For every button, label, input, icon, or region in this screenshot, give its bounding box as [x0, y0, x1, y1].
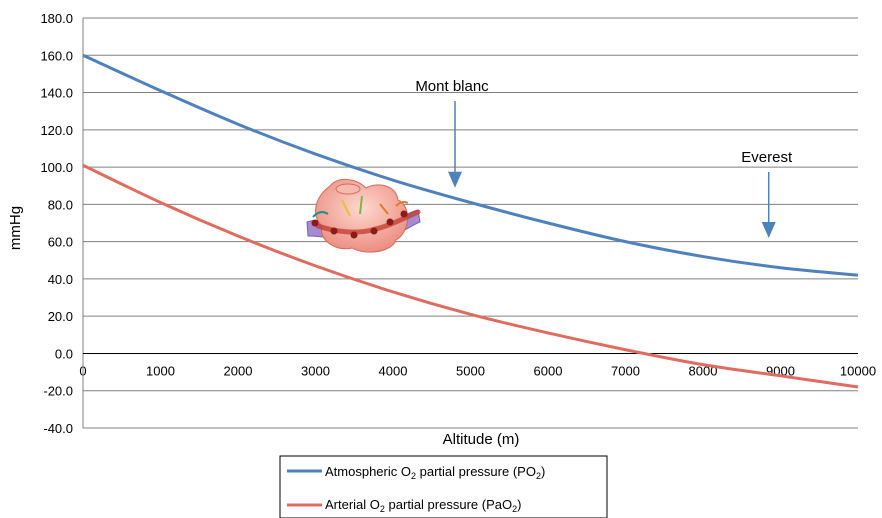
y-tick-label: 140.0: [40, 86, 73, 101]
annotation-label: Everest: [741, 149, 793, 166]
x-tick-labels: 0100020003000400050006000700080009000100…: [79, 363, 876, 378]
x-tick-label: 7000: [611, 363, 640, 378]
x-tick-label: 3000: [301, 363, 330, 378]
y-tick-label: -40.0: [43, 421, 73, 436]
series-line-atmospheric: [82, 53, 859, 277]
legend-label-arterial: Arterial O2 partial pressure (PaO2): [325, 497, 521, 514]
y-tick-label: 160.0: [40, 48, 73, 63]
legend: Atmospheric O2 partial pressure (PO2) Ar…: [279, 455, 608, 518]
y-tick-label: 0.0: [55, 346, 73, 361]
x-tick-label: 2000: [224, 363, 253, 378]
x-axis-title: Altitude (m): [443, 431, 520, 448]
y-tick-label: 120.0: [40, 123, 73, 138]
annotation-arrow-head: [448, 171, 462, 188]
annotation-arrow-head: [761, 222, 776, 239]
series-lines: [82, 53, 859, 389]
y-tick-label: 80.0: [48, 197, 73, 212]
y-tick-label: 40.0: [48, 272, 73, 287]
alveolus-capillary-illustration: [306, 179, 421, 253]
legend-label-atmospheric: Atmospheric O2 partial pressure (PO2): [325, 464, 545, 481]
x-tick-label: 1000: [146, 363, 175, 378]
annotations: Mont blanc Everest: [415, 78, 793, 239]
legend-box: [279, 455, 608, 518]
y-tick-label: -20.0: [43, 384, 73, 399]
y-tick-labels: 180.0 160.0 140.0 120.0 100.0 80.0 60.0 40.0 20.…: [40, 11, 73, 436]
y-tick-label: 60.0: [48, 235, 73, 250]
y-tick-label: 180.0: [40, 11, 73, 26]
x-tick-label: 6000: [534, 363, 563, 378]
y-axis-title: mmHg: [7, 206, 24, 250]
annotation-label: Mont blanc: [415, 78, 489, 95]
x-tick-label: 10000: [840, 363, 876, 378]
y-tick-label: 20.0: [48, 309, 73, 324]
series-line-arterial: [82, 163, 859, 389]
x-tick-label: 4000: [379, 363, 408, 378]
x-tick-label: 5000: [456, 363, 485, 378]
y-tick-label: 100.0: [40, 160, 73, 175]
